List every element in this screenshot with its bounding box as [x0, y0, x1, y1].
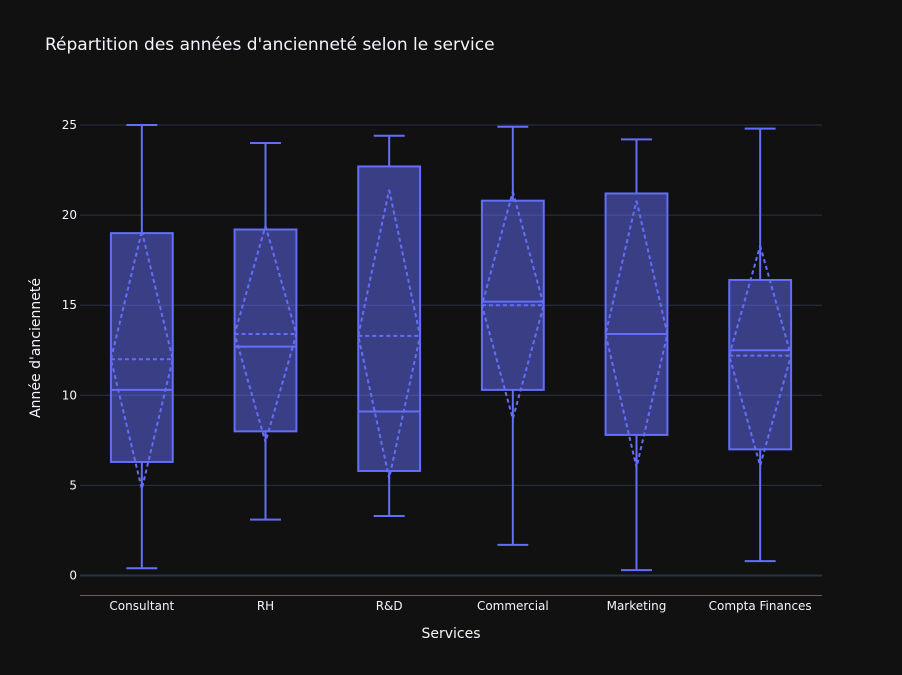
x-axis-title: Services	[421, 626, 480, 642]
y-axis-ticks: 0 5 10 15 20 25	[62, 118, 77, 583]
y-tick-label: 20	[62, 208, 77, 222]
x-axis-ticks: Consultant RH R&D Commercial Marketing Compta…	[109, 599, 811, 613]
x-tick-label: Consultant	[109, 599, 174, 613]
box-r-d	[357, 134, 422, 518]
chart-title: Répartition des années d'ancienneté selo…	[45, 35, 495, 55]
sd-diamond	[728, 242, 793, 470]
box-rh	[233, 142, 298, 521]
sd-diamond	[233, 222, 298, 446]
y-tick-label: 25	[62, 118, 77, 132]
box-iqr	[604, 192, 669, 436]
box-iqr	[728, 278, 793, 451]
box-compta-finances	[728, 127, 793, 563]
y-tick-label: 0	[69, 569, 77, 583]
y-axis-title: Année d'ancienneté	[28, 278, 44, 418]
y-tick-label: 10	[62, 388, 77, 402]
box-iqr	[480, 199, 545, 391]
boxes-layer	[109, 124, 793, 572]
box-commercial	[480, 125, 545, 546]
sd-diamond	[109, 231, 174, 490]
x-tick-label: RH	[257, 599, 274, 613]
box-consultant	[109, 124, 174, 570]
x-tick-label: R&D	[376, 599, 403, 613]
box-marketing	[604, 138, 669, 572]
box-iqr	[109, 232, 174, 463]
box-iqr	[357, 165, 422, 472]
sd-diamond	[480, 187, 545, 423]
sd-diamond	[357, 189, 422, 479]
x-tick-label: Commercial	[477, 599, 549, 613]
sd-diamond	[604, 200, 669, 468]
y-tick-label: 5	[69, 478, 77, 492]
grid-layer	[80, 124, 822, 577]
x-tick-label: Marketing	[607, 599, 667, 613]
x-tick-label: Compta Finances	[709, 599, 812, 613]
y-tick-label: 15	[62, 298, 77, 312]
box-iqr	[233, 228, 298, 433]
